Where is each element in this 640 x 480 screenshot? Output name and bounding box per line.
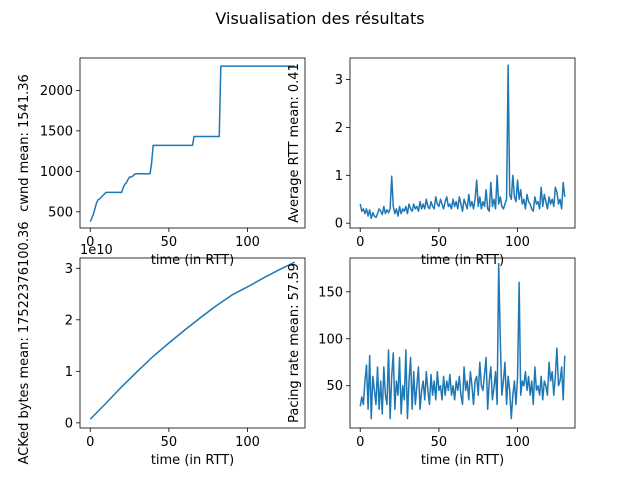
series-line-1 — [89, 65, 295, 222]
y-tick-label: 2 — [335, 121, 343, 136]
y-tick-label: 3 — [335, 73, 343, 88]
y-tick-label: 0 — [335, 217, 343, 232]
x-axis-label: time (in RTT) — [151, 253, 234, 268]
axes-frame — [349, 57, 576, 229]
y-tick-label: 0 — [65, 416, 73, 431]
x-tick-label: 0 — [356, 435, 364, 450]
x-tick-label: 50 — [161, 235, 178, 250]
x-axis-label: time (in RTT) — [421, 253, 504, 268]
y-tick-label: 500 — [48, 205, 73, 220]
series-line-1 — [359, 262, 566, 420]
subplot-2: 0 50 100 0 1 2 3 time (in RTT) Average RTT mean:… — [287, 57, 576, 268]
subplot-3: 0 50 100 0 1 2 3 time (in RTT) ACKed bytes mean:… — [17, 222, 306, 468]
x-tick-label: 0 — [86, 235, 94, 250]
y-tick-label: 3 — [65, 262, 73, 277]
subplot-1: 0 50 100 500 1000 1500 2000 time (in RTT) cwnd m… — [17, 57, 306, 268]
y-tick-label: 1500 — [40, 124, 73, 139]
x-tick-label: 0 — [356, 235, 364, 250]
x-tick-label: 50 — [431, 435, 448, 450]
x-axis-label: time (in RTT) — [151, 453, 234, 468]
y-tick-label: 100 — [318, 332, 343, 347]
y-tick-label: 1 — [65, 365, 73, 380]
x-tick-label: 100 — [505, 435, 530, 450]
series-line-1 — [89, 261, 296, 420]
y-tick-label: 50 — [326, 379, 343, 394]
series-line-1 — [359, 64, 566, 220]
axes-frame — [349, 257, 576, 429]
x-tick-label: 100 — [235, 235, 260, 250]
y-offset-label: 1e10 — [80, 243, 113, 258]
y-axis-label: ACKed bytes mean: 17522376100.36 — [17, 222, 32, 465]
subplot-4: 0 50 100 50 100 150 time (in RTT) Pacing rate m… — [287, 257, 576, 468]
axes-frame — [79, 257, 306, 429]
y-tick-label: 1 — [335, 169, 343, 184]
y-axis-label: cwnd mean: 1541.36 — [17, 74, 32, 212]
y-tick-label: 150 — [318, 285, 343, 300]
y-tick-label: 1000 — [40, 165, 73, 180]
x-axis-label: time (in RTT) — [421, 453, 504, 468]
figure-title: Visualisation des résultats — [215, 9, 424, 28]
x-tick-label: 0 — [86, 435, 94, 450]
y-tick-label: 2 — [65, 313, 73, 328]
axes-frame — [79, 57, 306, 229]
y-axis-label: Average RTT mean: 0.41 — [287, 63, 302, 223]
x-tick-label: 100 — [235, 435, 260, 450]
x-tick-label: 50 — [431, 235, 448, 250]
x-tick-label: 50 — [161, 435, 178, 450]
x-tick-label: 100 — [505, 235, 530, 250]
y-axis-label: Pacing rate mean: 57.59 — [287, 263, 302, 423]
y-tick-label: 2000 — [40, 84, 73, 99]
